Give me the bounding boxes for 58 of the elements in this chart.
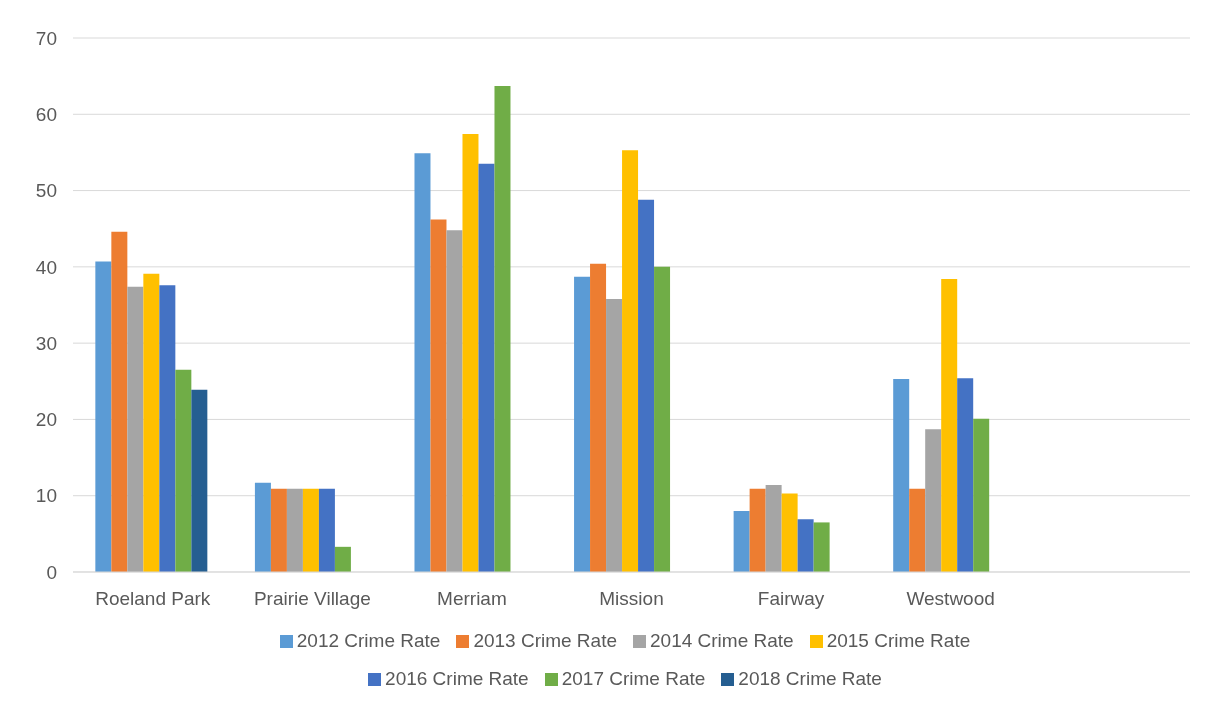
bar [590, 263, 607, 572]
legend-label: 2016 Crime Rate [385, 668, 529, 689]
bar [654, 266, 671, 572]
bar [270, 488, 287, 572]
bar [606, 298, 623, 572]
bar [765, 485, 782, 572]
bar [925, 429, 942, 572]
y-tick-label: 30 [35, 332, 57, 354]
bar [95, 261, 112, 572]
bar [302, 488, 319, 572]
x-tick-label: Mission [599, 588, 664, 610]
bar [175, 369, 192, 572]
bar [893, 379, 910, 572]
bar [638, 199, 655, 572]
bar [159, 285, 176, 572]
bar [622, 150, 639, 572]
bar [254, 482, 271, 572]
bar [446, 230, 463, 572]
bar [478, 163, 495, 572]
x-tick-label: Fairway [757, 588, 825, 610]
legend-label: 2013 Crime Rate [473, 630, 617, 651]
bar [941, 279, 958, 572]
bar [781, 493, 798, 572]
bar [334, 546, 351, 572]
legend-label: 2018 Crime Rate [738, 668, 882, 689]
y-tick-label: 70 [35, 27, 57, 49]
bar [749, 488, 766, 572]
bar [494, 86, 511, 572]
x-tick-label: Merriam [437, 588, 507, 610]
bar [286, 488, 303, 572]
y-tick-label: 10 [35, 485, 57, 507]
bar [797, 519, 814, 572]
bar [462, 134, 479, 572]
bar [143, 273, 160, 572]
bar [813, 522, 830, 572]
x-tick-label: Westwood [906, 588, 995, 610]
bar [430, 219, 447, 572]
bar [111, 231, 128, 572]
bar [733, 510, 750, 572]
bar [909, 488, 926, 572]
bar [574, 276, 591, 572]
bar [127, 286, 144, 572]
bar [414, 153, 431, 572]
bar [973, 418, 990, 572]
legend-label: 2015 Crime Rate [826, 630, 971, 651]
y-tick-label: 40 [35, 256, 57, 278]
y-tick-label: 60 [35, 104, 57, 126]
legend-label: 2014 Crime Rate [650, 630, 794, 651]
bar [957, 378, 974, 572]
x-tick-label: Prairie Village [253, 588, 371, 610]
y-tick-label: 0 [46, 561, 57, 583]
x-tick-label: Roeland Park [95, 588, 211, 610]
bar [318, 488, 335, 572]
legend-label: 2017 Crime Rate [561, 668, 706, 689]
y-tick-label: 20 [35, 409, 57, 431]
legend-label: 2012 Crime Rate [296, 630, 441, 651]
y-tick-label: 50 [35, 180, 57, 202]
bar [191, 389, 208, 572]
